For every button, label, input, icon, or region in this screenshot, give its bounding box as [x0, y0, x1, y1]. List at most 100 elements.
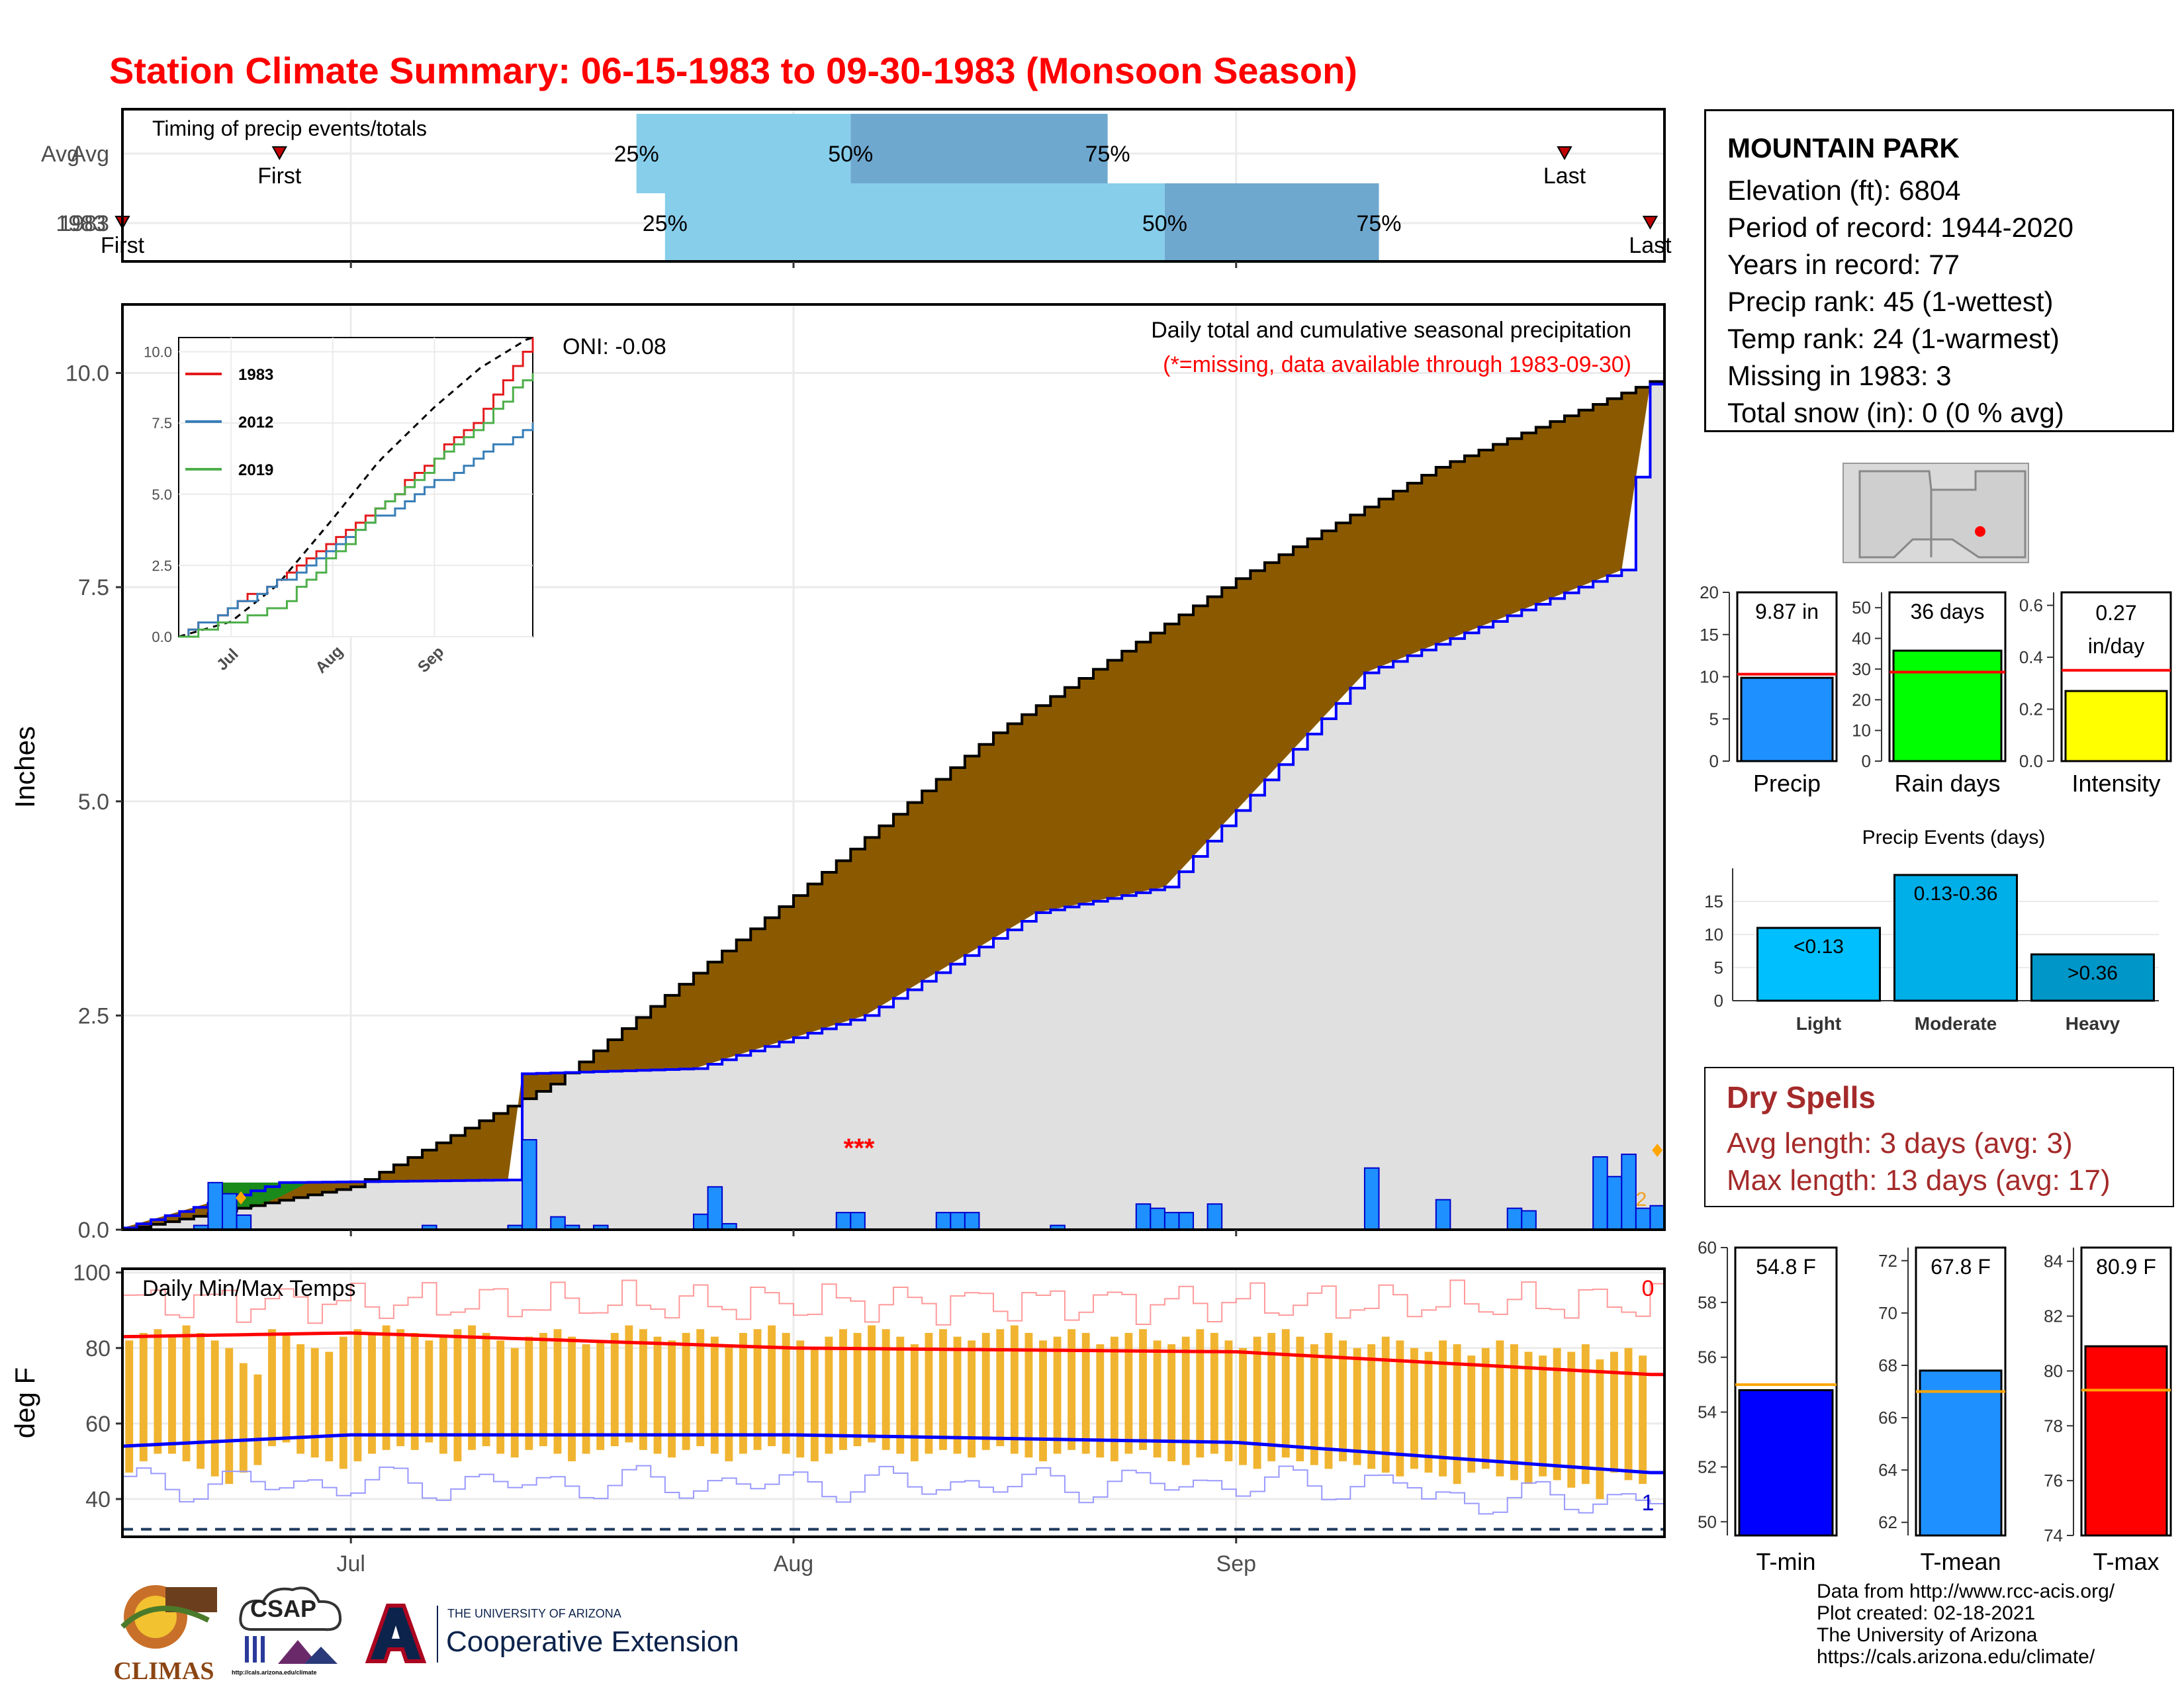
record-min-line [122, 1465, 1664, 1515]
summary-bar-tick-label: 0.0 [2019, 751, 2043, 771]
daily-temp-range-bar [510, 1348, 519, 1458]
daily-precip-bar [522, 1139, 537, 1231]
record-max-line [122, 1279, 1664, 1326]
daily-temp-range-bar [1181, 1336, 1190, 1465]
daily-temp-range-bar [1367, 1344, 1376, 1469]
main-y-tick-label: 10.0 [66, 361, 109, 387]
daily-temp-range-bar [197, 1332, 205, 1469]
temp-summary-tick-label: 56 [1698, 1348, 1717, 1367]
daily-temp-range-bar [1253, 1336, 1261, 1469]
csap-logo-mark [239, 1586, 342, 1664]
daily-temp-range-bar [1224, 1340, 1233, 1461]
daily-temp-range-bar [1453, 1344, 1461, 1485]
temp-summary-tick-label: 70 [1878, 1303, 1897, 1323]
daily-precip-bar [1163, 1212, 1180, 1230]
daily-temp-range-bar [839, 1329, 847, 1450]
temp-x-tick-label: Sep [1216, 1551, 1257, 1577]
daily-temp-range-bar [653, 1336, 662, 1454]
summary-bar-tick-label: 15 [1700, 625, 1719, 645]
daily-temp-range-bar [725, 1344, 733, 1461]
events-y-tick-label: 15 [1704, 891, 1723, 911]
missing-days-marker: *** [844, 1134, 875, 1163]
daily-precip-bar [935, 1212, 952, 1230]
station-temp-rank: Temp rank: 24 (1-warmest) [1727, 323, 2060, 354]
footer-url: https://cals.arizona.edu/climate/ [1817, 1646, 2095, 1668]
daily-precip-bar [707, 1186, 723, 1231]
daily-temp-range-bar [568, 1336, 576, 1461]
inset-y-tick-label: 7.5 [152, 415, 172, 432]
daily-temp-range-bar [496, 1340, 505, 1454]
dry-spells-avg-length: Avg length: 3 days (avg: 3) [1727, 1127, 2073, 1160]
daily-temp-range-bar [1410, 1348, 1418, 1469]
summary-bar-tick-label: 30 [1852, 659, 1871, 679]
daily-temp-range-bar [1053, 1336, 1062, 1454]
footer-credits: Data from http://www.rcc-acis.org/ Plot … [1817, 1580, 2115, 1668]
daily-temp-range-bar [325, 1351, 334, 1461]
main-y-tick-label: 7.5 [78, 575, 109, 600]
daily-temp-range-bar [925, 1332, 933, 1454]
daily-temp-range-bar [539, 1332, 547, 1447]
daily-temp-range-bar [825, 1336, 833, 1454]
daily-temp-range-bar [753, 1329, 762, 1450]
daily-temp-range-bar [610, 1332, 619, 1447]
daily-precip-bar [207, 1181, 224, 1230]
temp-summary-bar [2084, 1345, 2168, 1537]
block-a-icon [365, 1604, 427, 1663]
heavy-event-marker [1652, 1144, 1663, 1157]
daily-temp-range-bar [1267, 1332, 1276, 1461]
temp-summary-tick-label: 62 [1878, 1512, 1897, 1532]
summary-bar-tick-label: 0 [1709, 751, 1719, 771]
daily-temp-range-bar [225, 1348, 234, 1485]
footer-data-source: Data from http://www.rcc-acis.org/ [1817, 1580, 2115, 1602]
daily-temp-range-bar [1153, 1340, 1161, 1458]
timing-label-25: 25% [614, 142, 659, 167]
daily-precip-bar [692, 1213, 709, 1230]
summary-bar-value-label: 9.87 in [1755, 600, 1819, 623]
temp-y-tick-label: 40 [85, 1487, 111, 1512]
timing-panel-label: Timing of precip events/totals [152, 116, 427, 140]
daily-temp-range-bar [968, 1340, 976, 1458]
daily-temp-range-bar [810, 1348, 819, 1461]
temp-summary-tick-label: 76 [2044, 1471, 2063, 1490]
inset-y-tick-label: 2.5 [152, 557, 172, 574]
daily-precip-bar [950, 1212, 966, 1230]
inset-bg [178, 337, 533, 637]
daily-precip-bar [1178, 1212, 1195, 1230]
daily-temp-range-bar [1424, 1351, 1433, 1473]
daily-temp-range-bar [425, 1340, 433, 1443]
daily-temp-range-bar [1381, 1336, 1390, 1473]
summary-bar-tick-label: 40 [1852, 629, 1871, 649]
temp-summary-value-label: 67.8 F [1931, 1255, 1991, 1279]
csap-logo-url: http://cals.arizona.edu/climate [232, 1669, 317, 1676]
inset-legend-label: 2019 [238, 461, 273, 479]
temp-summary-label: T-mean [1920, 1548, 2001, 1575]
station-location-dot [1975, 526, 1985, 537]
daily-temp-range-bar [981, 1332, 990, 1450]
daily-precip-bar [1521, 1210, 1537, 1230]
inset-series-line [179, 373, 534, 638]
daily-temp-range-bar [1467, 1355, 1476, 1473]
inset-legend-label: 1983 [238, 366, 273, 384]
daily-temp-range-bar [396, 1329, 405, 1447]
daily-precip-bar [222, 1193, 238, 1230]
daily-temp-range-bar [154, 1329, 162, 1454]
cumulative-deficit-area [122, 381, 1664, 1230]
precip-events-chart: Precip Events (days) 0 5 10 15 <0.13 Light 0.13… [1704, 827, 2159, 1034]
oni-label: ONI: -0.08 [563, 334, 666, 359]
daily-temp-range-bar [582, 1344, 590, 1454]
daily-precip-bar [850, 1212, 866, 1230]
temp-y-tick-label: 80 [85, 1336, 111, 1361]
daily-temp-range-bar [768, 1325, 776, 1447]
inset-y-tick-label: 5.0 [152, 486, 172, 503]
daily-temp-range-bar [310, 1348, 319, 1458]
temp-plot-border [121, 1267, 1666, 1538]
daily-temp-range-bar [639, 1329, 647, 1450]
cumulative-1983-line [122, 383, 1664, 1230]
temp-y-tick-label: 100 [73, 1261, 111, 1286]
csap-logo: CSAP http://cals.arizona.edu/climate [232, 1583, 351, 1682]
summary-bar-tick-label: 20 [1700, 582, 1719, 602]
summary-bar-value-unit: in/day [2088, 634, 2144, 658]
daily-temp-range-bar [1139, 1329, 1147, 1450]
